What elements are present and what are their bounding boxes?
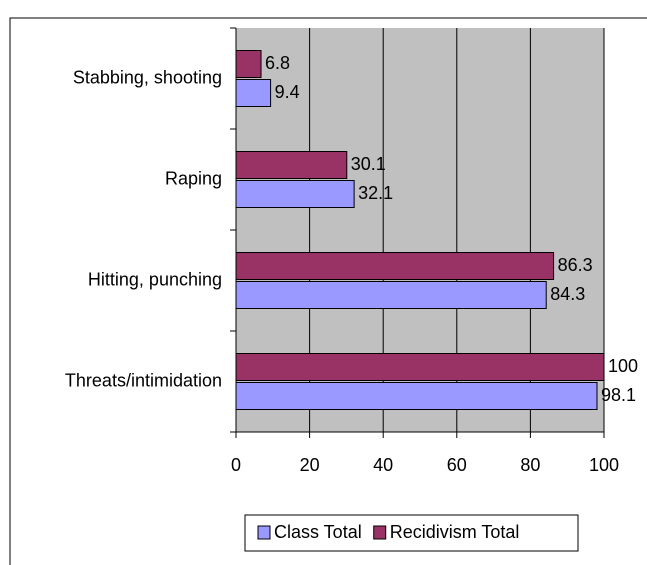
bar — [235, 382, 598, 410]
bar — [235, 180, 355, 208]
x-tick-label: 20 — [300, 455, 320, 475]
value-label: 32.1 — [358, 183, 393, 203]
value-label: 98.1 — [601, 385, 636, 405]
bar — [235, 151, 348, 179]
y-tick-label: Hitting, punching — [88, 269, 222, 289]
x-tick-label: 80 — [520, 455, 540, 475]
value-label: 9.4 — [275, 82, 300, 102]
value-label: 6.8 — [265, 53, 290, 73]
bar — [235, 50, 262, 78]
legend-box — [244, 514, 579, 552]
legend-label: Recidivism Total — [390, 522, 520, 542]
legend-label: Class Total — [274, 522, 362, 542]
y-tick-label: Stabbing, shooting — [73, 67, 222, 87]
legend-swatch — [257, 525, 271, 540]
bar — [235, 353, 605, 381]
x-tick-label: 100 — [589, 455, 619, 475]
chart-border — [9, 17, 647, 565]
value-label: 100 — [608, 356, 638, 376]
x-tick-label: 0 — [231, 455, 241, 475]
legend-swatch — [373, 525, 387, 540]
bar — [235, 252, 555, 280]
value-label: 84.3 — [550, 284, 585, 304]
value-label: 86.3 — [558, 255, 593, 275]
y-tick-label: Raping — [165, 168, 222, 188]
x-tick-label: 60 — [447, 455, 467, 475]
plot: 0 20 40 60 80 100 Stabbing, shooting 9.4 6.8 Rapi… — [65, 27, 638, 552]
bar — [235, 79, 272, 107]
x-tick-label: 40 — [373, 455, 393, 475]
bar — [235, 281, 547, 309]
legend: Class Total Recidivism Total — [244, 514, 579, 552]
y-tick-label: Threats/intimidation — [65, 370, 222, 390]
value-label: 30.1 — [351, 154, 386, 174]
